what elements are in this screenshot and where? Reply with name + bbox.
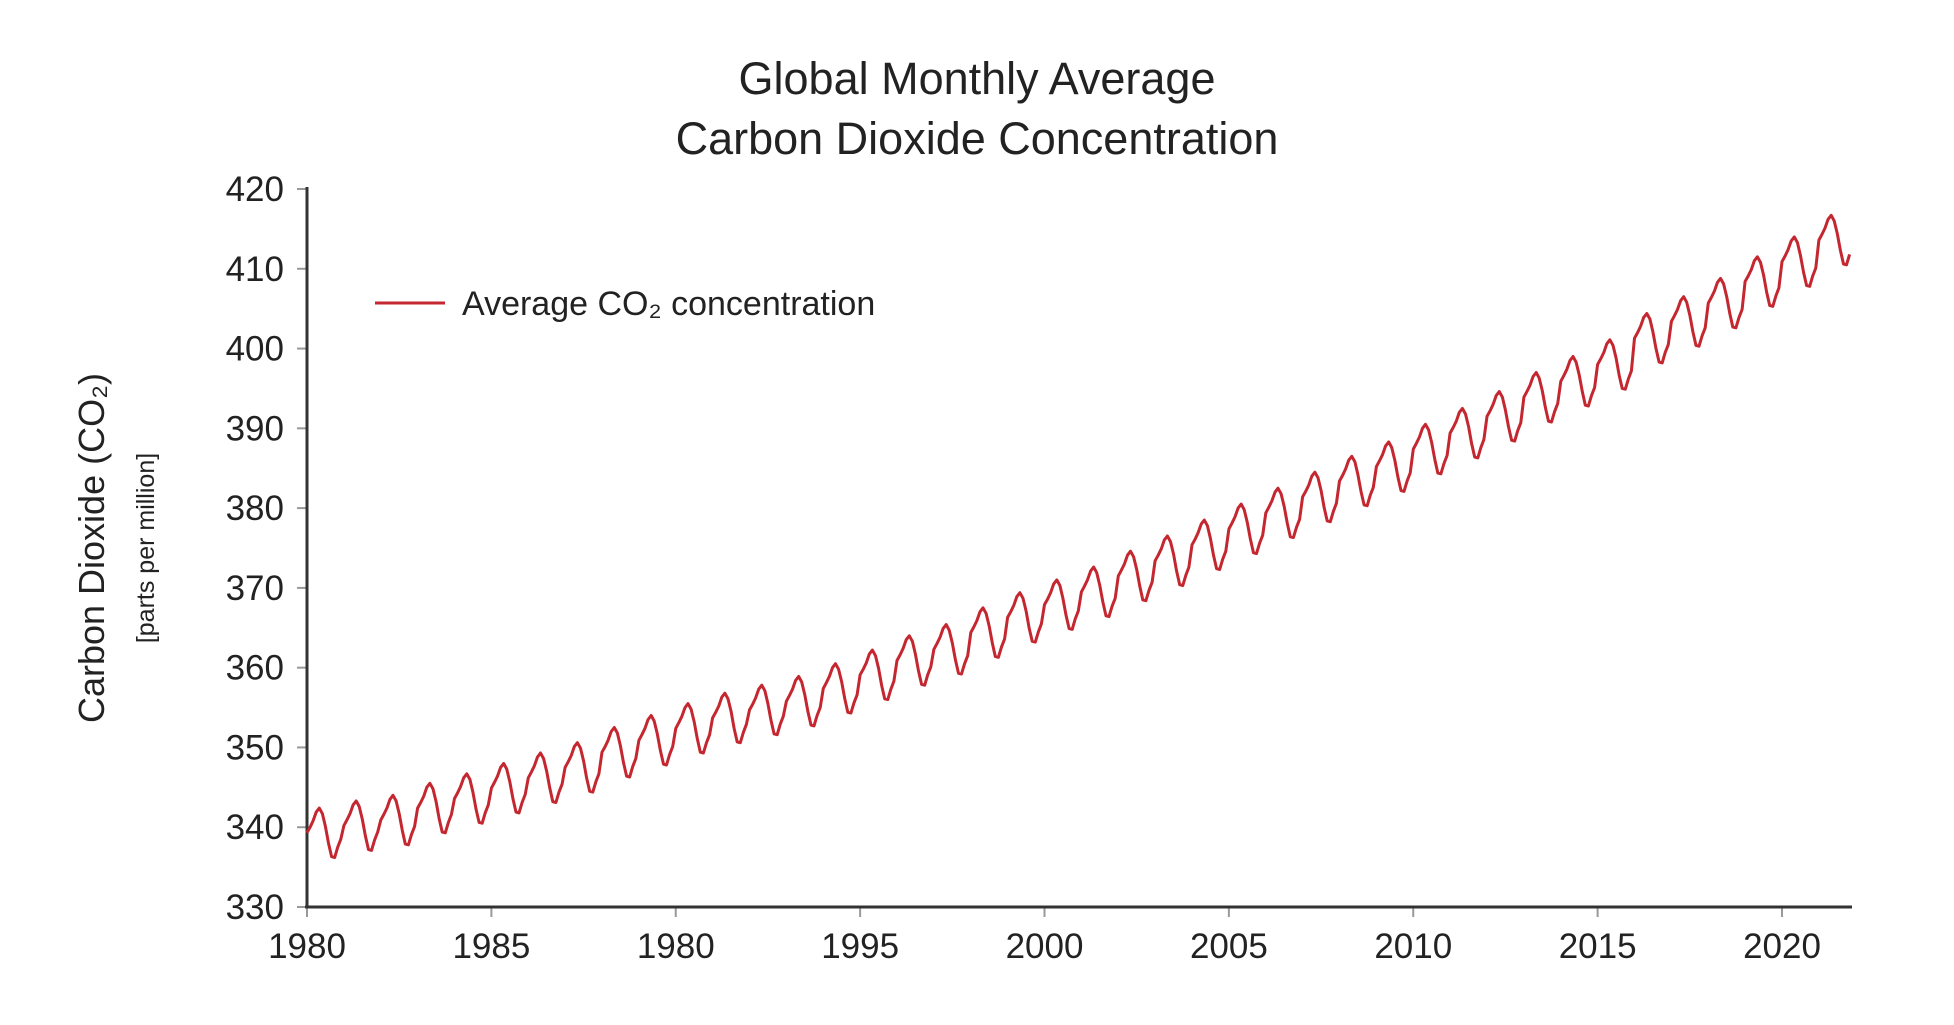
co2-series-line [305,213,1852,859]
x-tick-label: 2005 [1190,927,1268,966]
y-tick-label: 330 [226,888,284,927]
x-tick-label: 2000 [1006,927,1084,966]
y-tick-label: 370 [226,569,284,608]
chart-title-line-1: Global Monthly Average [739,53,1216,104]
x-tick-label: 1995 [821,927,899,966]
y-tick-label: 410 [226,250,284,289]
y-axis-label: Carbon Dioxide (CO₂) [71,373,112,723]
x-tick-label: 1980 [268,927,346,966]
y-tick-label: 380 [226,489,284,528]
x-tick-label: 1985 [452,927,530,966]
y-axis-sublabel: [parts per million] [132,453,160,643]
x-tick-label: 2020 [1743,927,1821,966]
y-tick-label: 340 [226,808,284,847]
x-tick-label: 1980 [637,927,715,966]
y-tick-label: 350 [226,728,284,767]
y-tick-label: 400 [226,330,284,369]
x-tick-label: 2015 [1559,927,1637,966]
legend: Average CO₂ concentration [375,285,875,323]
y-tick-label: 390 [226,409,284,448]
x-tick-label: 2010 [1374,927,1452,966]
legend-label: Average CO₂ concentration [462,285,875,323]
y-tick-label: 360 [226,649,284,688]
chart-title-line-2: Carbon Dioxide Concentration [676,113,1279,164]
y-tick-label: 420 [226,170,284,209]
